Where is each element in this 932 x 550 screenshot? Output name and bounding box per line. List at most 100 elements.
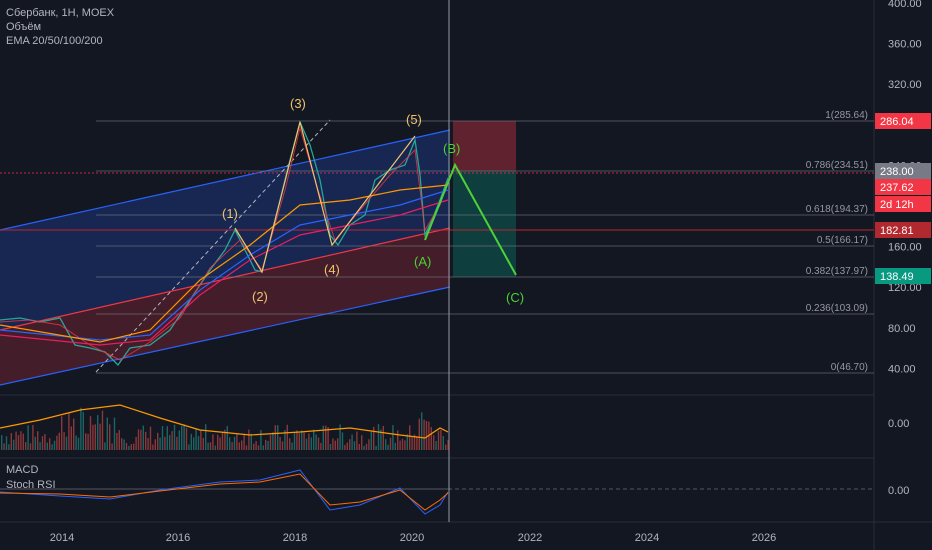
volume-bar bbox=[164, 436, 166, 450]
volume-bar bbox=[99, 423, 101, 450]
volume-bar bbox=[82, 412, 84, 450]
volume-bar bbox=[356, 431, 358, 450]
volume-bar bbox=[32, 424, 34, 450]
volume-bar bbox=[394, 442, 396, 450]
volume-bar bbox=[159, 437, 161, 450]
volume-bar bbox=[118, 430, 120, 450]
volume-bar bbox=[274, 425, 276, 450]
volume-bar bbox=[344, 444, 346, 450]
macd-label[interactable]: MACD bbox=[6, 464, 39, 476]
volume-bar bbox=[334, 440, 336, 450]
volume-bar bbox=[149, 426, 152, 450]
volume-bar bbox=[277, 425, 279, 450]
volume-bar bbox=[392, 425, 394, 450]
indicator-legend: MACD Stoch RSI bbox=[6, 463, 56, 493]
time-axis-label: 2014 bbox=[50, 532, 74, 544]
volume-bar bbox=[385, 439, 387, 450]
volume-bar bbox=[34, 436, 36, 450]
macd-axis-label: 0.00 bbox=[888, 485, 909, 497]
price-tag-text: 237.62 bbox=[880, 182, 914, 194]
volume-bar bbox=[173, 424, 176, 450]
volume-bar bbox=[195, 428, 197, 450]
price-tag: 237.62 bbox=[875, 179, 931, 195]
volume-bar bbox=[262, 445, 264, 450]
volume-bar bbox=[293, 432, 296, 450]
volume-bar bbox=[166, 426, 168, 450]
volume-bar bbox=[104, 442, 106, 450]
volume-bar bbox=[310, 437, 312, 450]
volume-bar bbox=[197, 436, 200, 450]
volume-bar bbox=[257, 445, 260, 450]
symbol-title[interactable]: Сбербанк, 1H, MOEX bbox=[6, 7, 115, 19]
fib-level-label: 0.236(103.09) bbox=[806, 303, 868, 314]
volume-bar bbox=[382, 425, 384, 450]
volume-bar bbox=[341, 432, 344, 450]
volume-bar bbox=[253, 443, 255, 450]
volume-bar bbox=[380, 429, 382, 450]
volume-bar bbox=[41, 436, 44, 450]
volume-bar bbox=[243, 434, 245, 450]
volume-bar bbox=[130, 444, 132, 450]
price-tag: 238.00 bbox=[875, 163, 931, 179]
volume-bar bbox=[185, 427, 188, 450]
volume-bar bbox=[25, 442, 27, 450]
volume-bar bbox=[212, 434, 214, 450]
volume-bar bbox=[46, 442, 48, 450]
chart-legend: Сбербанк, 1H, MOEX Объём EMA 20/50/100/2… bbox=[6, 6, 114, 48]
volume-bar bbox=[236, 433, 238, 450]
time-axis-label: 2026 bbox=[752, 532, 776, 544]
volume-bar bbox=[171, 431, 173, 450]
volume-bar bbox=[63, 432, 65, 450]
volume-bar bbox=[183, 424, 185, 450]
volume-bar bbox=[15, 431, 17, 450]
volume-bar bbox=[442, 436, 444, 450]
volume-bar bbox=[447, 439, 449, 450]
volume-bar bbox=[416, 436, 418, 450]
volume-bar bbox=[65, 436, 68, 450]
volume-bar bbox=[49, 438, 51, 450]
wave-impulse-line[interactable] bbox=[234, 121, 416, 274]
volume-bar bbox=[29, 443, 32, 450]
reward-zone[interactable] bbox=[453, 171, 516, 277]
stoch-rsi-label[interactable]: Stoch RSI bbox=[6, 479, 56, 491]
volume-bar bbox=[339, 424, 341, 450]
wave-b-label: (B) bbox=[443, 141, 460, 156]
price-axis-label: 400.00 bbox=[888, 0, 922, 10]
volume-bar bbox=[413, 434, 416, 450]
volume-bar bbox=[399, 440, 401, 450]
volume-bar bbox=[409, 425, 411, 450]
volume-bar bbox=[361, 435, 363, 450]
wave-c-label: (C) bbox=[506, 290, 524, 305]
volume-bar bbox=[327, 426, 329, 450]
volume-bar bbox=[397, 430, 399, 450]
volume-indicator-label[interactable]: Объём bbox=[6, 21, 42, 33]
wave-correction-line[interactable] bbox=[424, 162, 517, 276]
volume-bar bbox=[125, 442, 128, 450]
volume-bar bbox=[425, 420, 428, 450]
volume-bar bbox=[219, 437, 221, 450]
volume-bar bbox=[433, 435, 435, 450]
volume-bar bbox=[389, 437, 392, 450]
volume-bar bbox=[241, 440, 243, 450]
volume-bar bbox=[214, 445, 216, 450]
volume-bar bbox=[370, 431, 372, 450]
fib-level-label: 0.382(137.97) bbox=[806, 266, 868, 277]
volume-bar bbox=[154, 439, 156, 450]
volume-bar bbox=[147, 438, 149, 450]
volume-bar bbox=[5, 436, 8, 450]
volume-bar bbox=[207, 442, 209, 450]
volume-bar bbox=[22, 433, 24, 450]
volume-bar bbox=[3, 443, 5, 450]
volume-bar bbox=[229, 437, 231, 450]
fib-level-label: 0(46.70) bbox=[831, 362, 868, 373]
volume-bar bbox=[142, 425, 144, 450]
volume-bar bbox=[51, 444, 53, 450]
price-tag-text: 138.49 bbox=[880, 271, 914, 283]
ema-indicator-label[interactable]: EMA 20/50/100/200 bbox=[6, 35, 103, 47]
risk-zone[interactable] bbox=[453, 121, 516, 171]
price-tag-text: 238.00 bbox=[880, 166, 914, 178]
volume-bar bbox=[121, 438, 123, 450]
volume-bar bbox=[363, 445, 365, 450]
channel-lower-band[interactable] bbox=[0, 228, 450, 385]
